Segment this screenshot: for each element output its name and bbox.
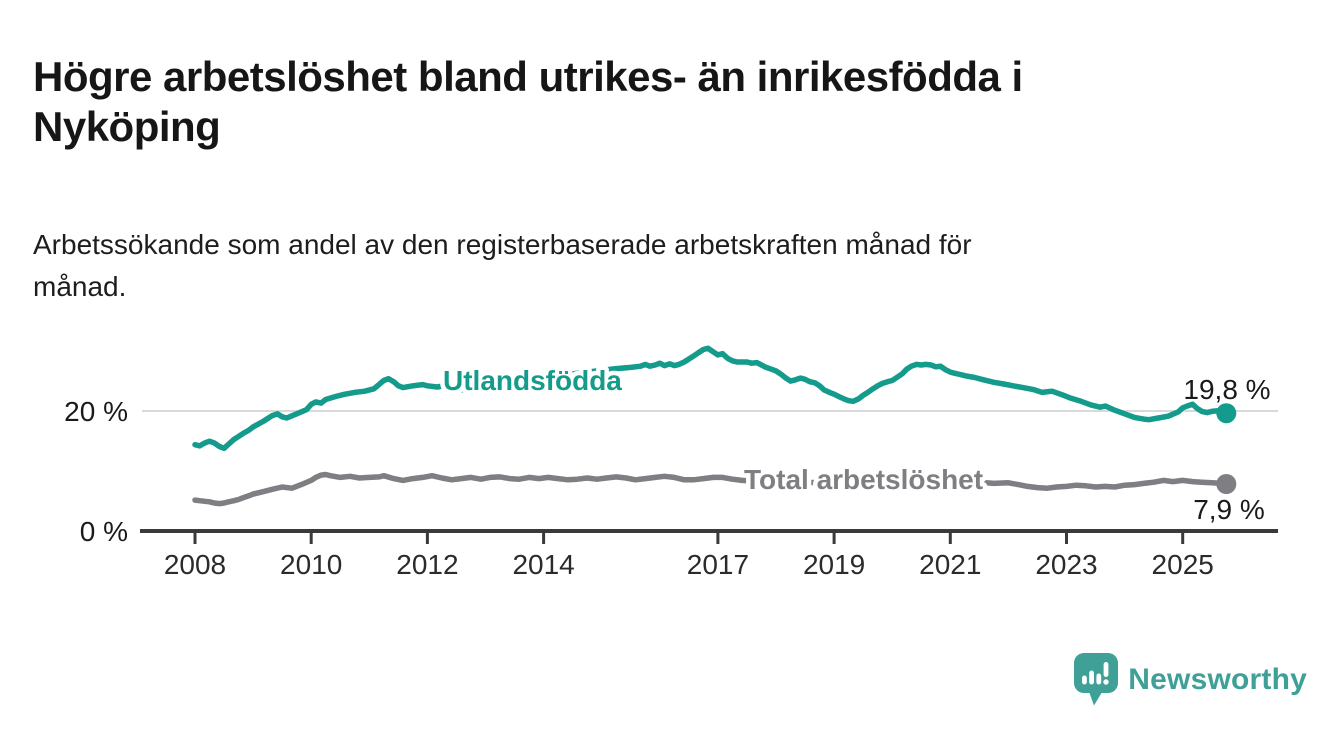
end-dot-utlandsfodda — [1216, 403, 1237, 424]
speech-bubble-shape — [1074, 653, 1119, 706]
newsworthy-logo-text: Newsworthy — [1128, 662, 1307, 696]
line-chart: 20 % 0 % 2008 2010 2012 2014 2017 2019 2021 202… — [64, 345, 1278, 580]
x-axis-tick-labels: 2008 2010 2012 2014 2017 2019 2021 2023 2025 — [164, 549, 1214, 580]
x-axis-tick-label: 2023 — [1035, 549, 1097, 580]
end-value-label-total: 7,9 % — [1193, 494, 1265, 525]
exclamation-dot — [1103, 679, 1109, 685]
newsworthy-logo-icon — [1074, 653, 1119, 706]
x-axis-ticks — [193, 531, 1185, 544]
y-axis-label-0: 0 % — [80, 516, 128, 547]
exclamation-bar — [1103, 662, 1109, 677]
x-axis-tick-label: 2021 — [919, 549, 981, 580]
x-axis-tick-label: 2010 — [280, 549, 342, 580]
series-label-total-arbetsloshet: Total arbetslöshet — [744, 464, 983, 495]
x-axis-tick-label: 2019 — [803, 549, 865, 580]
chart-title-line1: Högre arbetslöshet bland utrikes- än inr… — [33, 53, 1023, 101]
chart-subtitle: Arbetssökande som andel av den registerb… — [33, 224, 972, 308]
bar-chart-glyph — [1082, 662, 1109, 685]
x-axis-tick-label: 2025 — [1152, 549, 1214, 580]
line-total-arbetsloshet — [192, 471, 1230, 507]
newsworthy-logo: Newsworthy — [1074, 653, 1307, 706]
end-dot-total — [1216, 474, 1237, 494]
y-axis-label-20: 20 % — [64, 396, 128, 427]
series-label-utlandsfodda: Utlandsfödda — [443, 365, 622, 396]
x-axis-tick-label: 2008 — [164, 549, 226, 580]
x-axis-tick-label: 2017 — [687, 549, 749, 580]
chart-title: Högre arbetslöshet bland utrikes- än inr… — [33, 52, 1023, 152]
line-utlandsfodda — [192, 345, 1230, 452]
chart-subtitle-line2: månad. — [33, 271, 127, 302]
end-value-label-utlandsfodda: 19,8 % — [1183, 374, 1270, 405]
x-axis-tick-label: 2012 — [396, 549, 458, 580]
x-axis-tick-label: 2014 — [512, 549, 574, 580]
chart-subtitle-line1: Arbetssökande som andel av den registerb… — [33, 229, 972, 260]
chart-title-line2: Nyköping — [33, 103, 221, 151]
